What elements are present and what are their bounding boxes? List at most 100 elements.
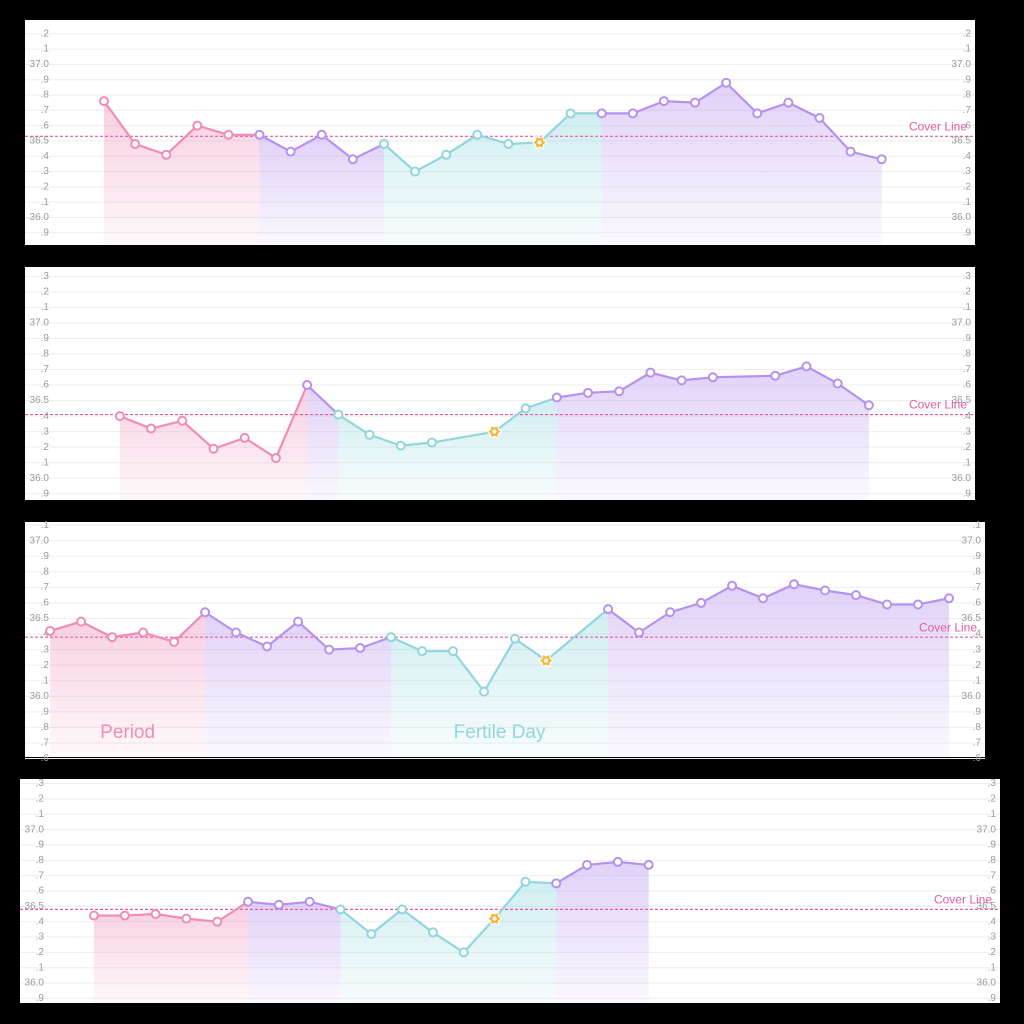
y-tick-label: .1 — [41, 457, 50, 468]
y-tick-label-right: .6 — [973, 598, 982, 609]
data-point — [472, 129, 483, 140]
data-point — [130, 138, 141, 149]
cover-line-label: Cover Line — [909, 398, 967, 412]
data-point — [582, 859, 593, 870]
data-point — [690, 97, 701, 108]
data-point — [76, 616, 87, 627]
y-tick-label: .9 — [36, 993, 45, 1004]
y-tick-label-right: 36.0 — [962, 691, 982, 702]
y-tick-label-right: .2 — [963, 28, 972, 39]
y-tick-label-right: .2 — [963, 181, 972, 192]
y-tick-label: .3 — [41, 426, 50, 437]
y-tick-label: .8 — [41, 566, 50, 577]
data-point — [192, 120, 203, 131]
y-tick-label-right: .8 — [963, 349, 972, 360]
y-tick-label-right: 36.0 — [952, 212, 972, 223]
data-point — [665, 607, 676, 618]
y-tick-label: .2 — [36, 947, 45, 958]
data-point — [676, 375, 687, 386]
y-tick-label: .2 — [41, 660, 50, 671]
phase-area — [601, 82, 882, 246]
phase-area — [391, 609, 609, 757]
y-tick-label-right: .2 — [963, 442, 972, 453]
y-tick-label-right: .6 — [963, 120, 972, 131]
ovulation-marker-center — [492, 916, 497, 921]
ovulation-marker-center — [544, 658, 549, 663]
data-point — [645, 367, 656, 378]
data-point — [612, 856, 623, 867]
y-tick-label: 36.0 — [25, 978, 45, 989]
y-tick-label-right: .3 — [988, 778, 997, 789]
y-tick-label-right: .1 — [973, 675, 982, 686]
data-point — [239, 432, 250, 443]
temperature-line — [103, 100, 260, 156]
y-tick-label: .3 — [41, 166, 50, 177]
y-tick-label-right: .7 — [973, 738, 982, 749]
temperature-line — [601, 81, 882, 161]
data-point — [302, 380, 313, 391]
y-tick-label: 37.0 — [30, 318, 50, 329]
y-tick-label-right: .9 — [973, 707, 982, 718]
data-point — [150, 909, 161, 920]
y-tick-label: .6 — [41, 753, 50, 764]
y-tick-label: .6 — [41, 120, 50, 131]
y-tick-label-right: 36.5 — [977, 901, 997, 912]
data-point — [99, 96, 110, 107]
y-tick-label-right: .7 — [973, 582, 982, 593]
y-tick-label: .7 — [41, 582, 50, 593]
data-point — [758, 593, 769, 604]
y-tick-label-right: .8 — [963, 90, 972, 101]
y-tick-label-right: .2 — [963, 286, 972, 297]
phase-area — [119, 385, 308, 500]
y-tick-label-right: 36.0 — [977, 978, 997, 989]
data-point — [181, 913, 192, 924]
data-point — [161, 149, 172, 160]
y-tick-label: 36.5 — [30, 395, 50, 406]
y-tick-label: .8 — [41, 349, 50, 360]
y-tick-label-right: .1 — [963, 457, 972, 468]
temperature-line — [339, 880, 557, 954]
data-point — [273, 899, 284, 910]
y-tick-label-right: .8 — [973, 722, 982, 733]
data-point — [627, 108, 638, 119]
data-point — [212, 916, 223, 927]
y-tick-label-right: .1 — [963, 197, 972, 208]
data-point — [583, 387, 594, 398]
data-point — [138, 627, 149, 638]
y-tick-label: .2 — [41, 442, 50, 453]
data-point — [427, 927, 438, 938]
y-tick-label-right: .9 — [963, 74, 972, 85]
y-tick-label-right: .8 — [973, 566, 982, 577]
y-tick-label-right: .4 — [973, 629, 982, 640]
y-tick-label-right: 37.0 — [977, 824, 997, 835]
data-point — [169, 636, 180, 647]
y-tick-label: 37.0 — [30, 59, 50, 70]
temperature-line — [383, 112, 602, 173]
y-tick-label: .1 — [36, 962, 45, 973]
data-point — [721, 77, 732, 88]
y-tick-label: .8 — [41, 90, 50, 101]
phase-area — [556, 366, 869, 500]
data-point — [596, 108, 607, 119]
temperature-line — [93, 900, 249, 923]
data-point — [347, 154, 358, 165]
y-tick-label: 36.5 — [30, 613, 50, 624]
data-point — [832, 378, 843, 389]
y-tick-label: .3 — [41, 644, 50, 655]
y-tick-label-right: .3 — [963, 166, 972, 177]
data-point — [783, 97, 794, 108]
data-point — [304, 896, 315, 907]
y-tick-label-right: .6 — [973, 753, 982, 764]
data-point — [770, 370, 781, 381]
y-tick-label-right: 36.5 — [952, 395, 972, 406]
y-tick-label: .7 — [41, 738, 50, 749]
data-point — [324, 644, 335, 655]
data-point — [386, 632, 397, 643]
data-point — [285, 146, 296, 157]
data-point — [801, 361, 812, 372]
y-tick-label: .6 — [41, 380, 50, 391]
y-tick-label: .4 — [41, 151, 50, 162]
data-point — [114, 411, 125, 422]
data-point — [243, 896, 254, 907]
